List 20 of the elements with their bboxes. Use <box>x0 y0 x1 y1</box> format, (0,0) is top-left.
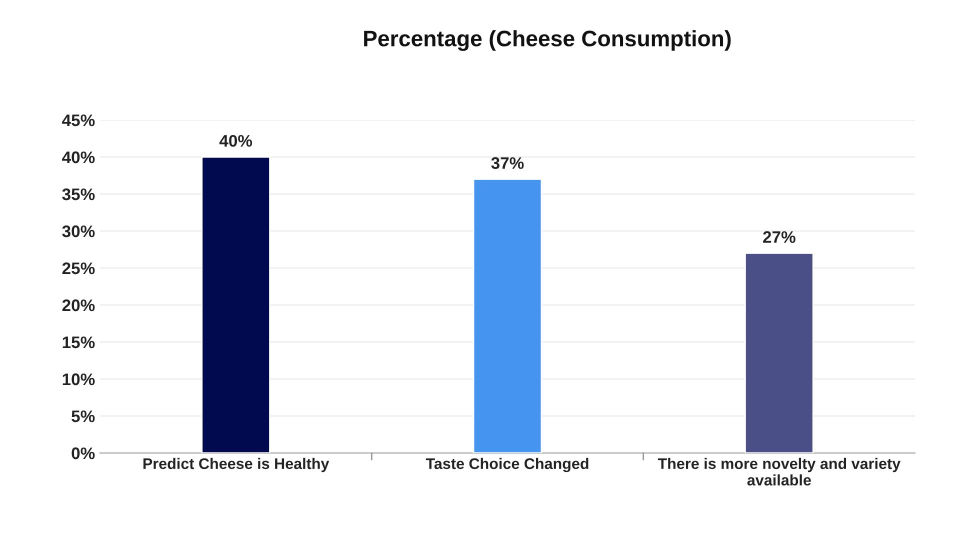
data-label: 40% <box>219 134 252 147</box>
x-tick-label: There is more novelty and variety available <box>658 458 901 486</box>
y-tick-label: 35% <box>62 188 95 200</box>
y-tick-label: 30% <box>62 225 95 238</box>
data-label: 27% <box>763 231 796 243</box>
y-tick-label: 25% <box>62 262 95 274</box>
y-tick-label: 20% <box>62 299 95 312</box>
bar <box>744 252 814 453</box>
y-tick-label: 40% <box>62 151 95 164</box>
chart-title: Percentage (Cheese Consumption) <box>364 30 731 51</box>
x-tick-label: Taste Choice Changed <box>426 458 588 472</box>
y-tick-label: 5% <box>72 410 95 422</box>
bar <box>472 178 542 453</box>
bar <box>201 156 270 453</box>
y-tick-label: 15% <box>62 336 95 348</box>
y-tick-label: 10% <box>62 373 95 386</box>
data-label: 37% <box>491 157 524 169</box>
y-tick-label: 45% <box>62 114 95 126</box>
x-tick-label: Predict Cheese is Healthy <box>143 458 330 472</box>
y-tick-label: 0% <box>72 447 95 460</box>
